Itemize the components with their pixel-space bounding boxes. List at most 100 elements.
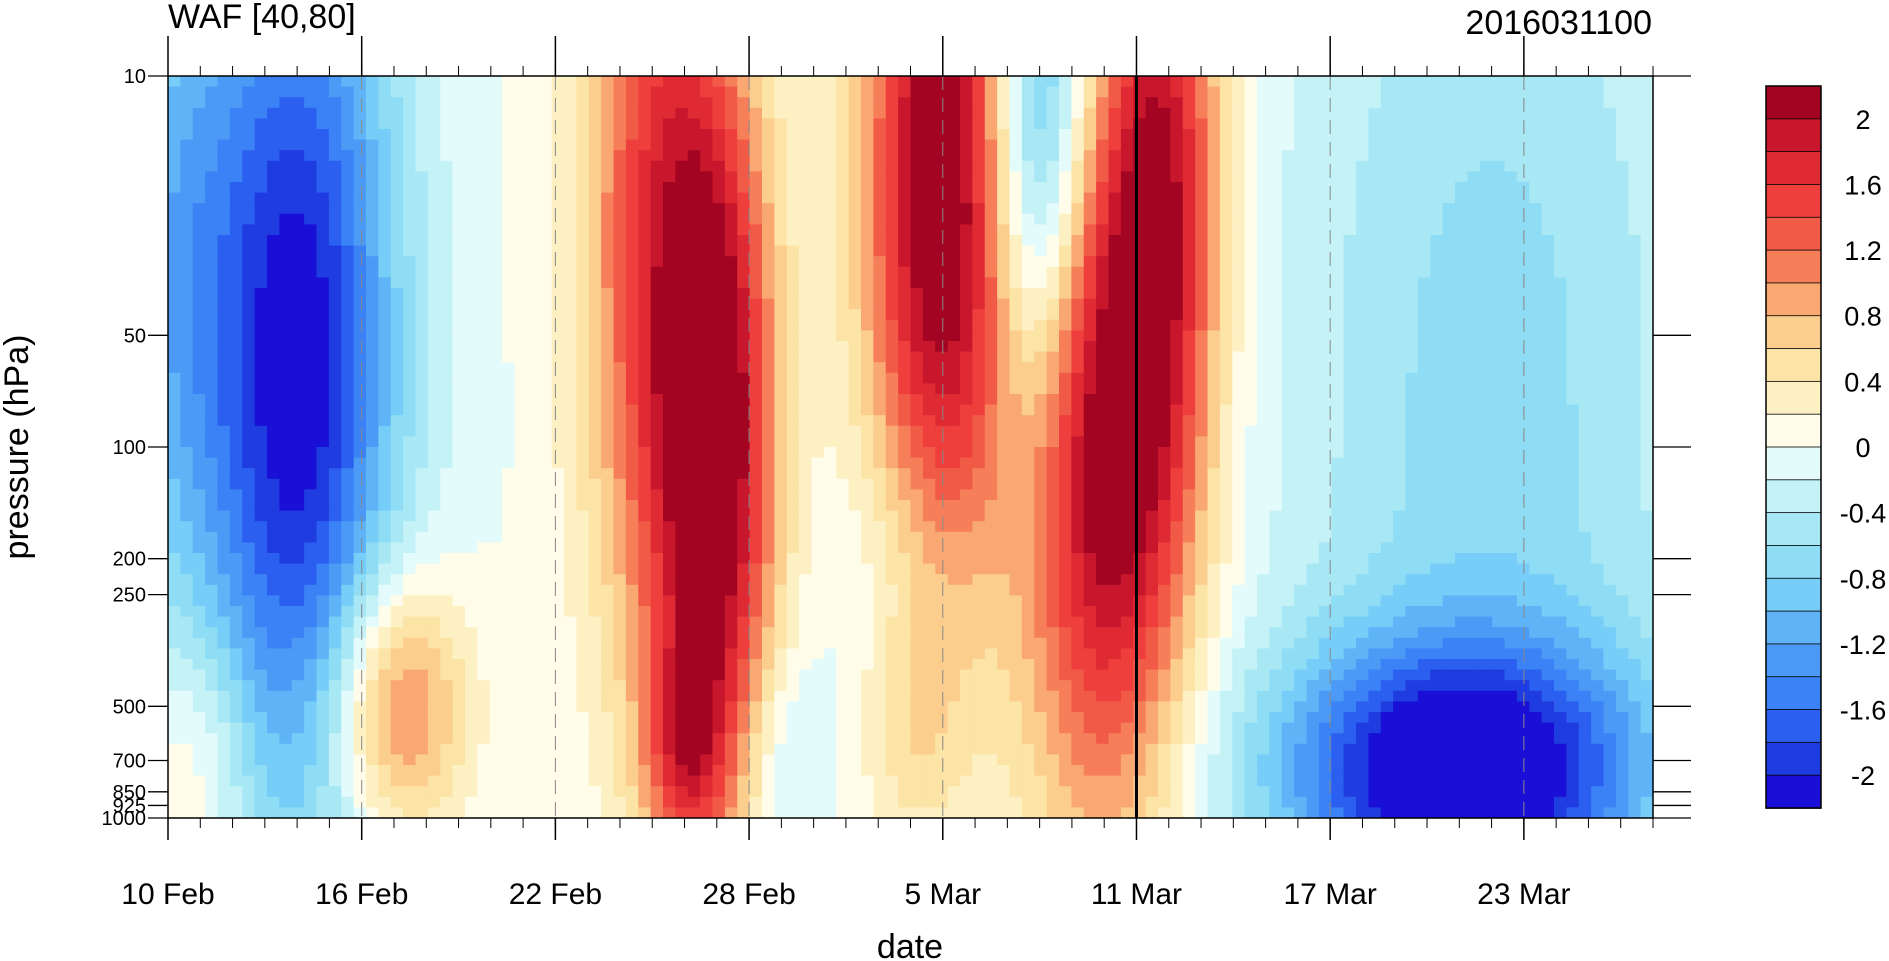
contour-cell <box>984 404 998 416</box>
contour-cell <box>242 330 256 342</box>
contour-cell <box>1046 192 1060 204</box>
contour-cell <box>551 500 565 512</box>
contour-cell <box>353 383 367 395</box>
contour-cell <box>1306 277 1320 289</box>
contour-cell <box>935 436 949 448</box>
contour-cell <box>526 107 540 119</box>
contour-cell <box>366 468 379 480</box>
contour-cell <box>687 309 701 321</box>
contour-cell <box>217 351 231 363</box>
contour-cell <box>1269 245 1283 257</box>
contour-cell <box>1554 372 1567 384</box>
contour-cell <box>811 107 825 119</box>
contour-cell <box>960 235 973 247</box>
contour-cell <box>1108 298 1122 310</box>
contour-cell <box>477 171 491 183</box>
contour-cell <box>576 362 590 374</box>
contour-cell <box>1380 404 1394 416</box>
contour-cell <box>328 150 342 162</box>
contour-cell <box>1096 288 1110 300</box>
contour-cell <box>873 288 887 300</box>
contour-cell <box>1207 97 1221 109</box>
contour-cell <box>1343 182 1357 194</box>
contour-cell <box>935 182 949 194</box>
contour-cell <box>774 182 788 194</box>
contour-cell <box>1356 203 1369 215</box>
contour-cell <box>242 266 256 278</box>
contour-cell <box>1591 76 1605 88</box>
contour-cell <box>1281 213 1295 225</box>
contour-cell <box>1442 351 1456 363</box>
contour-cell <box>1059 150 1072 162</box>
contour-cell <box>1628 319 1642 331</box>
contour-cell <box>1541 256 1555 268</box>
contour-cell <box>502 489 516 501</box>
contour-cell <box>217 447 231 459</box>
contour-cell <box>1356 404 1369 416</box>
contour-cell <box>254 309 268 321</box>
contour-cell <box>1096 129 1110 141</box>
contour-cell <box>1331 457 1345 469</box>
contour-cell <box>1120 478 1134 490</box>
contour-cell <box>724 118 738 130</box>
contour-cell <box>403 203 417 215</box>
contour-cell <box>1554 298 1567 310</box>
contour-cell <box>811 447 825 459</box>
contour-cell <box>650 457 664 469</box>
contour-cell <box>1021 266 1035 278</box>
contour-cell <box>700 468 714 480</box>
contour-cell <box>1083 266 1097 278</box>
contour-cell <box>1158 351 1171 363</box>
contour-cell <box>489 404 503 416</box>
contour-cell <box>1455 288 1468 300</box>
contour-cell <box>935 330 949 342</box>
contour-cell <box>1034 107 1048 119</box>
contour-cell <box>1529 330 1543 342</box>
contour-cell <box>1628 235 1642 247</box>
contour-cell <box>848 160 862 172</box>
contour-cell <box>1504 171 1518 183</box>
contour-cell <box>873 510 887 522</box>
contour-cell <box>675 256 689 268</box>
contour-cell <box>539 288 553 300</box>
contour-cell <box>1529 224 1543 236</box>
contour-cell <box>502 425 516 437</box>
contour-cell <box>304 86 318 98</box>
contour-cell <box>551 266 565 278</box>
contour-cell <box>650 309 664 321</box>
contour-cell <box>1257 478 1270 490</box>
contour-cell <box>749 277 763 289</box>
contour-cell <box>1108 256 1122 268</box>
contour-cell <box>1479 341 1493 353</box>
contour-cell <box>588 362 602 374</box>
contour-cell <box>217 394 231 406</box>
contour-cell <box>1343 500 1357 512</box>
contour-cell <box>1343 351 1357 363</box>
contour-cell <box>1331 383 1345 395</box>
contour-cell <box>687 245 701 257</box>
contour-cell <box>1529 298 1543 310</box>
contour-cell <box>1182 288 1196 300</box>
contour-cell <box>366 118 379 130</box>
contour-cell <box>1281 171 1295 183</box>
contour-cell <box>514 319 528 331</box>
contour-cell <box>1541 394 1555 406</box>
contour-cell <box>1467 118 1481 130</box>
contour-cell <box>1182 298 1196 310</box>
contour-cell <box>848 425 862 437</box>
contour-cell <box>192 256 206 268</box>
contour-cell <box>168 478 181 490</box>
contour-cell <box>1096 107 1110 119</box>
contour-cell <box>700 118 714 130</box>
contour-cell <box>712 489 726 501</box>
contour-cell <box>737 341 751 353</box>
contour-cell <box>712 213 726 225</box>
contour-cell <box>1120 319 1134 331</box>
contour-cell <box>576 118 590 130</box>
contour-cell <box>625 319 639 331</box>
contour-cell <box>1170 118 1184 130</box>
contour-cell <box>935 76 949 88</box>
contour-cell <box>1034 341 1048 353</box>
contour-cell <box>1207 478 1221 490</box>
contour-cell <box>205 118 219 130</box>
